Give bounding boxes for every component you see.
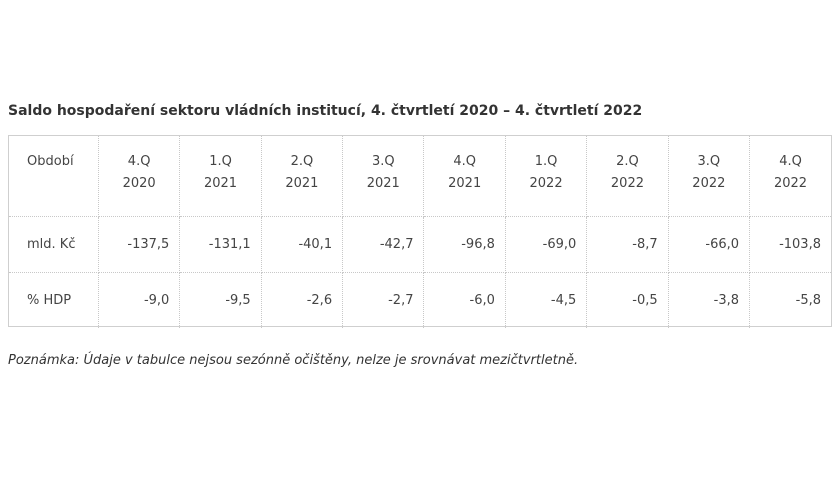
period-year: 2022: [692, 176, 726, 191]
period-year: 2021: [366, 176, 400, 191]
period-header: 1.Q 2022: [505, 136, 588, 217]
period-quarter: 3.Q: [697, 154, 721, 169]
period-year: 2022: [529, 176, 563, 191]
table-cell: -4,5: [505, 272, 588, 328]
table-cell: -137,5: [98, 216, 181, 273]
period-quarter: 2.Q: [616, 154, 639, 169]
header-label: Období: [9, 136, 99, 217]
table-cell: -2,7: [342, 272, 425, 328]
table-cell: -9,5: [179, 272, 262, 328]
table-cell: -6,0: [423, 272, 506, 328]
period-year: 2021: [448, 176, 482, 191]
row-label: % HDP: [9, 272, 99, 328]
period-quarter: 3.Q: [371, 154, 395, 169]
table-cell: -0,5: [586, 272, 669, 328]
period-quarter: 4.Q: [127, 154, 151, 169]
period-year: 2022: [610, 176, 644, 191]
period-header: 3.Q 2022: [668, 136, 751, 217]
period-header: 4.Q 2021: [423, 136, 506, 217]
table-note: Poznámka: Údaje v tabulce nejsou sezónně…: [8, 353, 579, 368]
period-quarter: 2.Q: [290, 154, 314, 169]
table-cell: -103,8: [749, 216, 831, 273]
table-cell: -131,1: [179, 216, 262, 273]
table-row: mld. Kč -137,5 -131,1 -40,1 -42,7 -96,8 …: [9, 216, 831, 273]
row-label: mld. Kč: [9, 216, 99, 273]
period-header: 4.Q 2022: [749, 136, 831, 217]
period-header: 1.Q 2021: [179, 136, 262, 217]
period-header: 4.Q 2020: [98, 136, 181, 217]
table-cell: -2,6: [261, 272, 344, 328]
table-cell: -69,0: [505, 216, 588, 273]
table-cell: -40,1: [261, 216, 344, 273]
period-header: 2.Q 2021: [261, 136, 344, 217]
period-year: 2021: [285, 176, 319, 191]
period-quarter: 1.Q: [534, 154, 558, 169]
period-quarter: 4.Q: [779, 154, 802, 169]
table-title: Saldo hospodaření sektoru vládních insti…: [8, 103, 643, 119]
period-quarter: 1.Q: [209, 154, 232, 169]
period-header: 3.Q 2021: [342, 136, 425, 217]
table-row: % HDP -9,0 -9,5 -2,6 -2,7 -6,0 -4,5 -0,5…: [9, 272, 831, 328]
deficit-table: Období 4.Q 2020 1.Q 2021 2.Q 2021 3.Q 2021 4…: [8, 135, 832, 328]
period-quarter: 4.Q: [453, 154, 476, 169]
header-row: Období 4.Q 2020 1.Q 2021 2.Q 2021 3.Q 2021 4…: [9, 136, 831, 217]
period-year: 2021: [203, 176, 238, 191]
table-cell: -96,8: [423, 216, 506, 273]
table-cell: -9,0: [98, 272, 181, 328]
table-cell: -66,0: [668, 216, 751, 273]
data-table: Období 4.Q 2020 1.Q 2021 2.Q 2021 3.Q 2021 4…: [9, 136, 831, 328]
period-year: 2022: [773, 176, 808, 191]
table-cell: -42,7: [342, 216, 425, 273]
period-header: 2.Q 2022: [586, 136, 669, 217]
period-year: 2020: [122, 176, 156, 191]
table-cell: -3,8: [668, 272, 751, 328]
table-cell: -8,7: [586, 216, 669, 273]
table-cell: -5,8: [795, 292, 821, 308]
